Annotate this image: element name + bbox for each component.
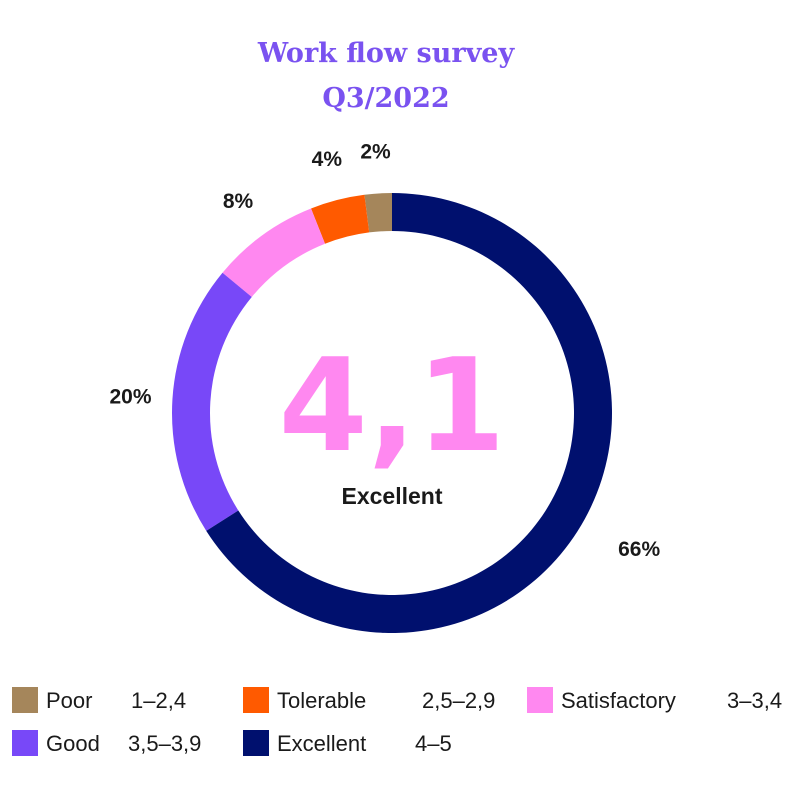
legend-swatch-poor [12,687,38,713]
legend-swatch-satisfactory [527,687,553,713]
slice-poor [364,193,392,233]
legend-item-tolerable: Tolerable 2,5–2,9 [243,687,495,713]
legend-range-excellent: 4–5 [415,731,452,756]
legend-range-poor: 1–2,4 [131,688,186,713]
legend-item-good: Good 3,5–3,9 [12,730,201,756]
legend-item-satisfactory: Satisfactory 3–3,4 [527,687,782,713]
legend-label-good: Good [46,731,100,756]
legend: Poor 1–2,4 Tolerable 2,5–2,9 Satisfactory 3–3… [12,687,782,756]
legend-swatch-tolerable [243,687,269,713]
legend-range-good: 3,5–3,9 [128,731,201,756]
slice-good [172,272,252,531]
donut-slices [172,193,613,634]
legend-swatch-excellent [243,730,269,756]
legend-swatch-good [12,730,38,756]
legend-range-satisfactory: 3–3,4 [727,688,782,713]
legend-label-satisfactory: Satisfactory [561,688,676,713]
slice-label-good: 20% [110,386,152,409]
legend-range-tolerable: 2,5–2,9 [422,688,495,713]
chart-title-line-2: Q3/2022 [322,83,449,114]
slice-label-satisfactory: 8% [223,190,254,213]
center-rating-label: Excellent [342,483,443,509]
legend-item-poor: Poor 1–2,4 [12,687,186,713]
slice-labels: 2% 4% 8% 20% 66% [110,141,661,561]
chart-title-line-1: Work flow survey [257,38,516,69]
legend-label-tolerable: Tolerable [277,688,366,713]
legend-item-excellent: Excellent 4–5 [243,730,452,756]
legend-label-excellent: Excellent [277,731,366,756]
center-score: 4,1 [279,332,506,481]
slice-tolerable [311,194,370,244]
slice-label-poor: 2% [360,141,391,164]
slice-label-tolerable: 4% [312,148,343,171]
slice-satisfactory [222,208,326,297]
legend-label-poor: Poor [46,688,92,713]
slice-label-excellent: 66% [618,538,660,561]
